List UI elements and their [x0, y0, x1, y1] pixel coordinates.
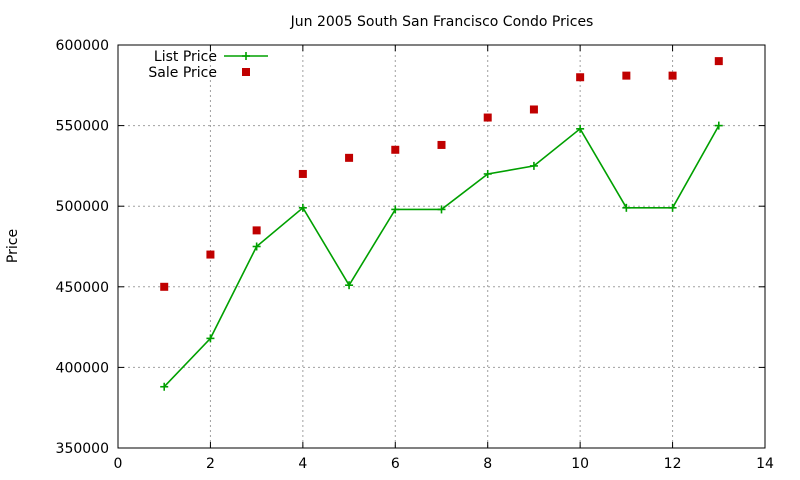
data-point: [622, 203, 631, 212]
data-point: [252, 226, 261, 235]
series-line: [163, 125, 720, 388]
x-tick-label: 0: [114, 456, 123, 472]
data-point: [391, 145, 400, 154]
data-point: [345, 153, 354, 162]
data-point: [622, 71, 631, 80]
x-tick-label: 14: [756, 456, 774, 472]
data-point: [206, 334, 215, 343]
y-tick-label: 500000: [56, 199, 109, 215]
data-point: [160, 382, 169, 391]
legend-marker: [242, 68, 250, 76]
x-tick-label: 2: [206, 456, 215, 472]
x-tick-label: 4: [298, 456, 307, 472]
y-tick-label: 450000: [56, 280, 109, 296]
y-tick-label: 400000: [56, 360, 109, 376]
data-point: [668, 203, 677, 212]
y-axis-label: Price: [5, 229, 21, 263]
x-tick-label: 12: [664, 456, 682, 472]
data-point: [391, 205, 400, 214]
legend-label: List Price: [154, 49, 217, 65]
data-point: [206, 250, 215, 259]
data-point: [252, 242, 261, 251]
data-point: [714, 121, 723, 130]
data-point: [437, 205, 446, 214]
x-tick-label: 10: [571, 456, 589, 472]
data-point: [576, 124, 585, 133]
data-point: [160, 282, 169, 291]
data-point: [483, 169, 492, 178]
x-tick-label: 6: [391, 456, 400, 472]
legend-marker: [242, 52, 250, 60]
data-point: [668, 71, 677, 80]
plot-frame: [117, 44, 766, 449]
grid-layer: [118, 45, 765, 448]
y-tick-label: 600000: [56, 38, 109, 54]
data-point: [345, 281, 354, 290]
y-tick-label: 550000: [56, 119, 109, 135]
series-list-price: [160, 121, 723, 391]
legend-label: Sale Price: [148, 65, 217, 81]
data-point: [576, 73, 585, 82]
x-tick-label: 8: [483, 456, 492, 472]
axis-layer: 0 2 4 6 8 10 12 14 350000 400000 450000 500000 55000…: [56, 38, 774, 472]
data-point: [529, 105, 538, 114]
data-point: [529, 161, 538, 170]
data-point: [483, 113, 492, 122]
y-tick-label: 350000: [56, 441, 109, 457]
data-point: [437, 140, 446, 149]
data-point: [298, 203, 307, 212]
chart-title: Jun 2005 South San Francisco Condo Price…: [290, 14, 594, 30]
series-layer: [160, 57, 723, 391]
data-point: [714, 57, 723, 66]
data-point: [298, 169, 307, 178]
series-sale-price: [160, 57, 723, 291]
